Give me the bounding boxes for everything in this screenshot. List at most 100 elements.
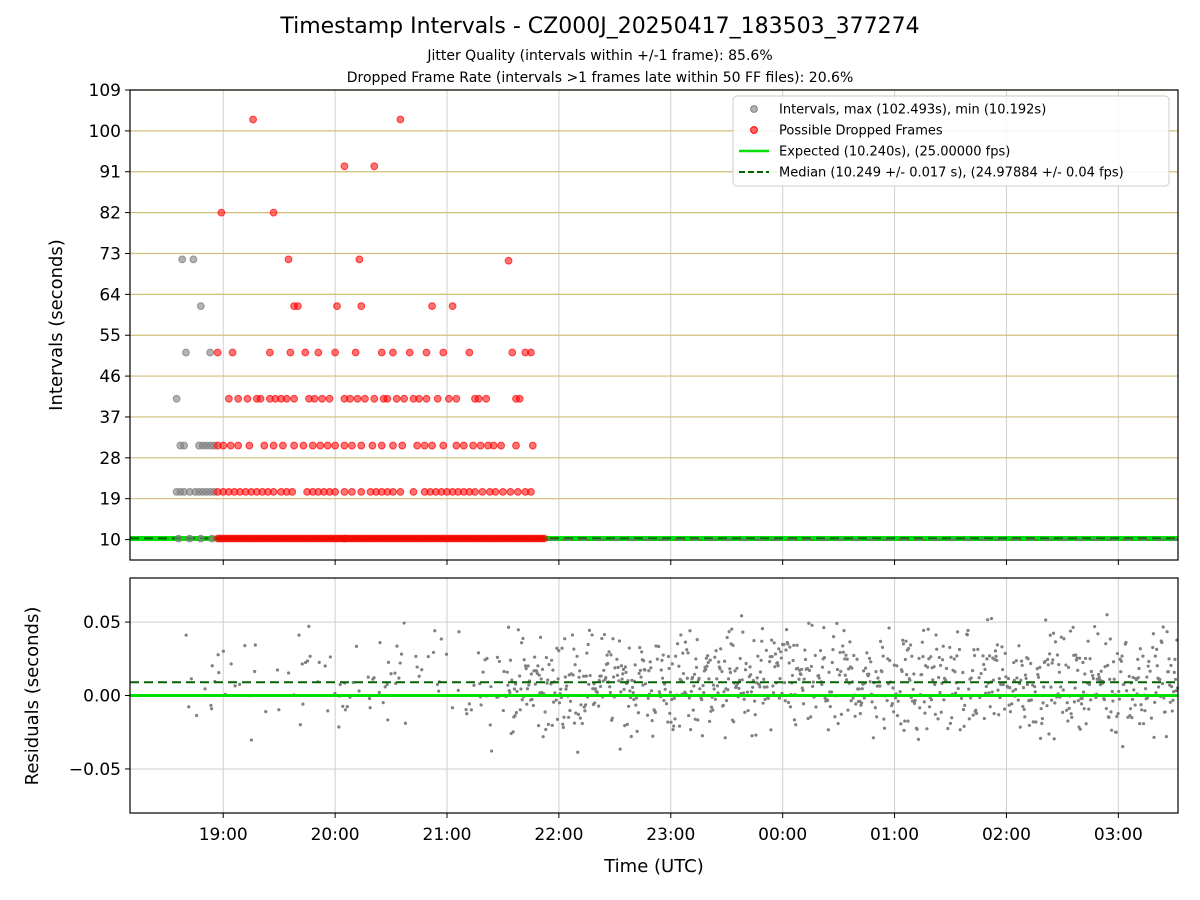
residual-point <box>875 684 879 688</box>
residual-point <box>687 696 691 700</box>
residual-point <box>497 659 502 664</box>
residual-point <box>677 724 682 728</box>
residual-point <box>922 700 926 704</box>
dropped-frame-point <box>282 394 291 403</box>
residual-point <box>585 651 589 655</box>
residual-point <box>629 734 633 739</box>
residual-point <box>1061 710 1065 714</box>
residual-point <box>724 698 729 703</box>
dropped-frame-point <box>293 302 302 311</box>
residual-point <box>723 736 727 740</box>
residual-point <box>1064 663 1068 667</box>
residual-point <box>584 674 588 678</box>
residual-point <box>520 698 524 702</box>
dropped-frame-point <box>528 441 537 450</box>
intervals-marks <box>130 115 1178 543</box>
dropped-frame-point <box>389 348 397 357</box>
residual-point <box>687 713 691 718</box>
residual-point <box>543 710 547 714</box>
residual-point <box>1001 668 1005 672</box>
residual-point <box>1172 689 1176 694</box>
dropped-frame-point <box>377 348 386 357</box>
residual-point <box>209 703 213 707</box>
residual-point <box>715 677 719 681</box>
dropped-frame-point <box>422 348 431 357</box>
residual-point <box>773 665 777 669</box>
residual-point <box>505 670 509 674</box>
residual-point <box>818 648 823 653</box>
x-tick-label: 22:00 <box>534 825 583 845</box>
residual-point <box>541 735 545 739</box>
residual-point <box>1121 744 1125 749</box>
residual-point <box>607 650 611 654</box>
residual-point <box>1161 625 1165 629</box>
residual-point <box>1158 677 1162 682</box>
residual-point <box>578 716 582 720</box>
residual-point <box>752 638 756 643</box>
residual-point <box>398 661 402 665</box>
dropped-frame-point <box>346 394 354 403</box>
residual-point <box>901 642 906 646</box>
residual-point <box>967 687 971 691</box>
residual-point <box>711 708 715 712</box>
dropped-frame-point <box>469 441 478 450</box>
residual-point <box>1099 669 1103 673</box>
residual-point <box>820 665 825 669</box>
residual-point <box>628 689 632 693</box>
residual-point <box>1151 632 1155 636</box>
residual-point <box>611 637 615 641</box>
residual-point <box>903 719 907 723</box>
residual-point <box>435 682 440 687</box>
residual-point <box>706 654 710 658</box>
residual-point <box>583 709 587 713</box>
residual-point <box>1120 654 1124 658</box>
residual-point <box>925 727 929 731</box>
residual-point <box>1168 700 1172 704</box>
residual-point <box>637 671 641 676</box>
residual-point <box>383 685 387 689</box>
residual-point <box>904 639 908 643</box>
residual-point <box>1044 618 1048 622</box>
dropped-frame-point <box>357 441 366 450</box>
y-tick-label: 73 <box>99 244 121 264</box>
residual-point <box>953 670 957 674</box>
residual-point <box>838 650 842 655</box>
residual-point <box>1036 675 1041 679</box>
residual-point <box>1043 659 1047 664</box>
residual-point <box>775 661 780 665</box>
residual-point <box>937 675 941 680</box>
residual-point <box>700 697 704 702</box>
dropped-frame-point <box>351 348 360 357</box>
residual-point <box>737 678 742 682</box>
residual-point <box>1128 713 1132 718</box>
residual-point <box>989 616 994 621</box>
residual-point <box>971 713 975 717</box>
residual-point <box>323 664 327 668</box>
residual-point <box>858 711 862 716</box>
residual-point <box>653 710 657 714</box>
residual-point <box>878 684 882 688</box>
residual-point <box>833 715 837 719</box>
residual-point <box>345 705 349 709</box>
residual-point <box>1104 642 1108 646</box>
residual-point <box>702 691 706 695</box>
residual-point <box>617 679 621 683</box>
legend-entry: Intervals, max (102.493s), min (10.192s) <box>779 103 1046 118</box>
residual-point <box>679 633 683 637</box>
dropped-frame-point <box>219 441 228 450</box>
residual-point <box>1059 635 1063 639</box>
residual-point <box>735 666 739 670</box>
y-tick-label: 0.05 <box>83 613 121 633</box>
residual-point <box>560 646 564 650</box>
intervals-plot-frame <box>129 89 1179 561</box>
residual-point <box>636 711 641 715</box>
residual-point <box>827 670 831 674</box>
residual-point <box>850 666 854 670</box>
residual-point <box>1003 651 1007 655</box>
residual-point <box>958 728 962 732</box>
dropped-frame-point <box>405 348 414 357</box>
residual-point <box>621 672 625 676</box>
dropped-frame-point <box>353 394 362 403</box>
residual-point <box>604 675 608 680</box>
residual-point <box>873 706 877 710</box>
